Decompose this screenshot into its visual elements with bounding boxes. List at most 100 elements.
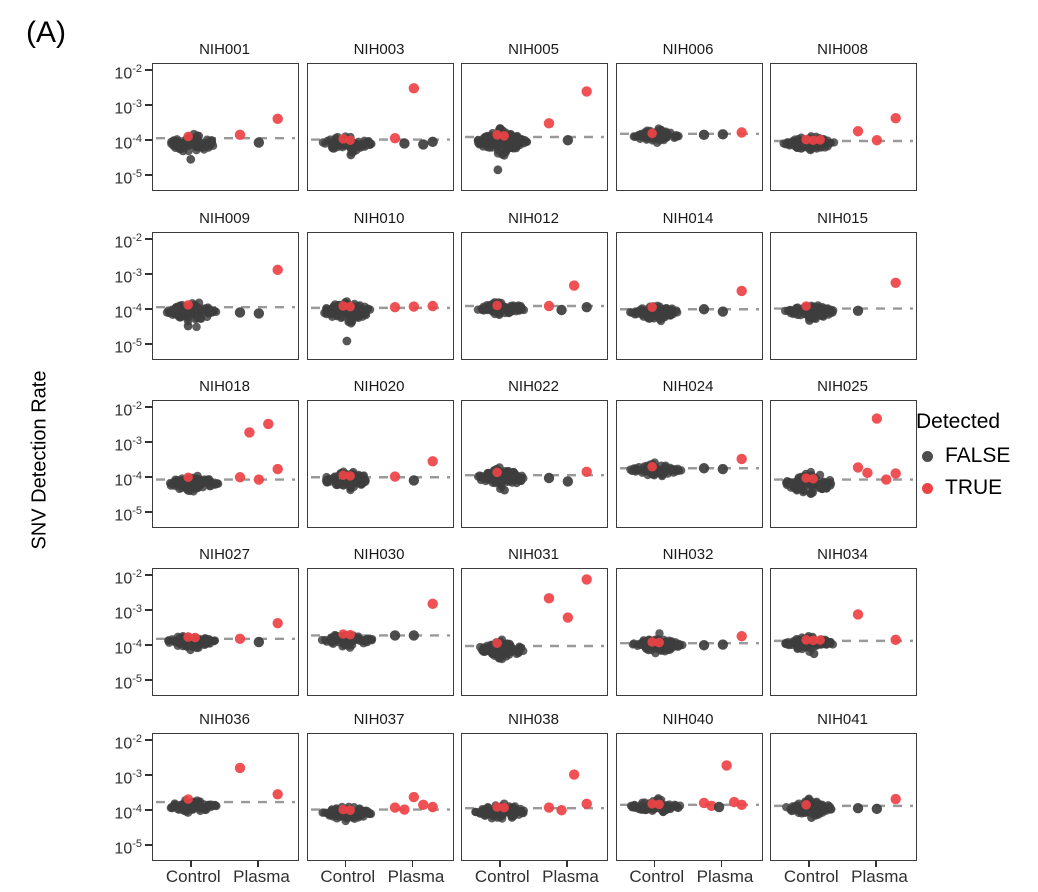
data-point-false [361,310,370,320]
plasma-points [698,631,747,651]
data-point-false [698,463,709,474]
data-point-false [502,145,512,154]
data-point-false [792,486,802,495]
data-point-false [476,140,485,149]
data-point-true [183,131,193,142]
data-point-true [183,794,193,804]
data-point-true [852,462,864,473]
x-tick-mark [257,860,259,867]
data-point-false [511,140,521,149]
data-point-true [801,800,811,810]
data-point-false [660,461,670,470]
plasma-points [234,113,283,148]
data-point-false [408,475,419,486]
y-tick-label: 10-3 [114,98,142,118]
data-point-true [581,574,592,585]
data-point-false [649,469,659,478]
plasma-points [234,264,283,319]
data-point-true [852,609,864,620]
y-tick-label: 10-5 [114,168,142,188]
control-points [319,297,374,346]
facet-title: NIH038 [508,711,559,728]
plasma-points [389,598,438,641]
facet-panel-NIH037 [306,733,454,861]
data-point-true [427,456,438,467]
data-point-true [890,634,901,646]
facet-title: NIH022 [508,378,559,395]
data-point-true [556,805,567,816]
data-point-false [177,306,186,315]
facet-title: NIH014 [662,210,714,227]
x-tick-mark [808,860,810,867]
data-point-false [204,801,213,810]
data-point-false [175,480,185,490]
data-point-true [736,127,747,138]
data-point-false [389,630,400,641]
data-point-true [646,302,657,313]
data-point-true [272,113,283,125]
plasma-points [543,574,592,623]
y-tick-mark [145,574,152,576]
data-point-true [337,804,348,815]
data-point-false [581,302,592,313]
y-tick-label: 10-3 [114,267,142,287]
data-point-false [479,805,489,815]
data-point-false [408,630,419,641]
data-point-false [202,140,212,150]
data-point-true [862,467,873,479]
data-point-true [808,473,818,484]
data-point-true [408,301,419,312]
control-points [626,794,684,817]
x-tick-label: Plasma [233,867,290,886]
control-points [473,298,529,320]
data-point-false [495,477,505,486]
facet-panel-NIH018 [152,400,299,528]
data-point-false [507,812,516,821]
data-point-false [345,483,355,492]
y-tick-mark [145,844,152,846]
facet-panel-NIH003 [306,63,454,191]
data-point-false [780,306,790,316]
legend-label-false: FALSE [945,444,1011,467]
data-point-true [562,612,574,623]
data-point-true [183,300,193,310]
data-point-false [178,146,188,156]
data-point-false [815,803,825,813]
data-point-false [170,799,179,808]
facet-panel-NIH001 [152,63,299,191]
data-point-false [183,321,193,331]
control-points [317,802,375,826]
facet-panel-NIH036 [152,733,299,861]
data-point-false [205,481,214,491]
data-point-false [192,322,201,332]
data-point-false [194,131,204,141]
data-point-true [801,134,811,145]
x-tick-label: Control [629,867,685,886]
data-point-true [183,472,193,483]
data-point-false [665,466,675,476]
data-point-false [356,480,365,489]
y-tick-mark [145,774,152,776]
data-point-false [164,306,173,315]
data-point-false [717,463,728,475]
data-point-false [698,640,709,651]
y-tick-label: 10-4 [114,803,142,823]
data-point-true [581,466,592,478]
control-points [628,629,687,658]
facet-title: NIH041 [817,711,868,728]
facet-title: NIH012 [508,210,559,227]
data-point-true [337,629,348,639]
data-point-false [562,476,574,487]
data-point-false [784,479,794,488]
plasma-points [389,791,438,815]
data-point-false [327,805,336,814]
facet-panel-NIH038 [461,733,608,861]
facet-panel-NIH015 [770,232,917,360]
data-point-false [500,485,509,495]
legend-title: Detected [916,410,1001,433]
data-point-false [630,307,640,316]
control-points [780,301,838,325]
data-point-false [325,135,335,144]
true-dot-icon [922,482,933,494]
data-point-true [543,300,555,312]
